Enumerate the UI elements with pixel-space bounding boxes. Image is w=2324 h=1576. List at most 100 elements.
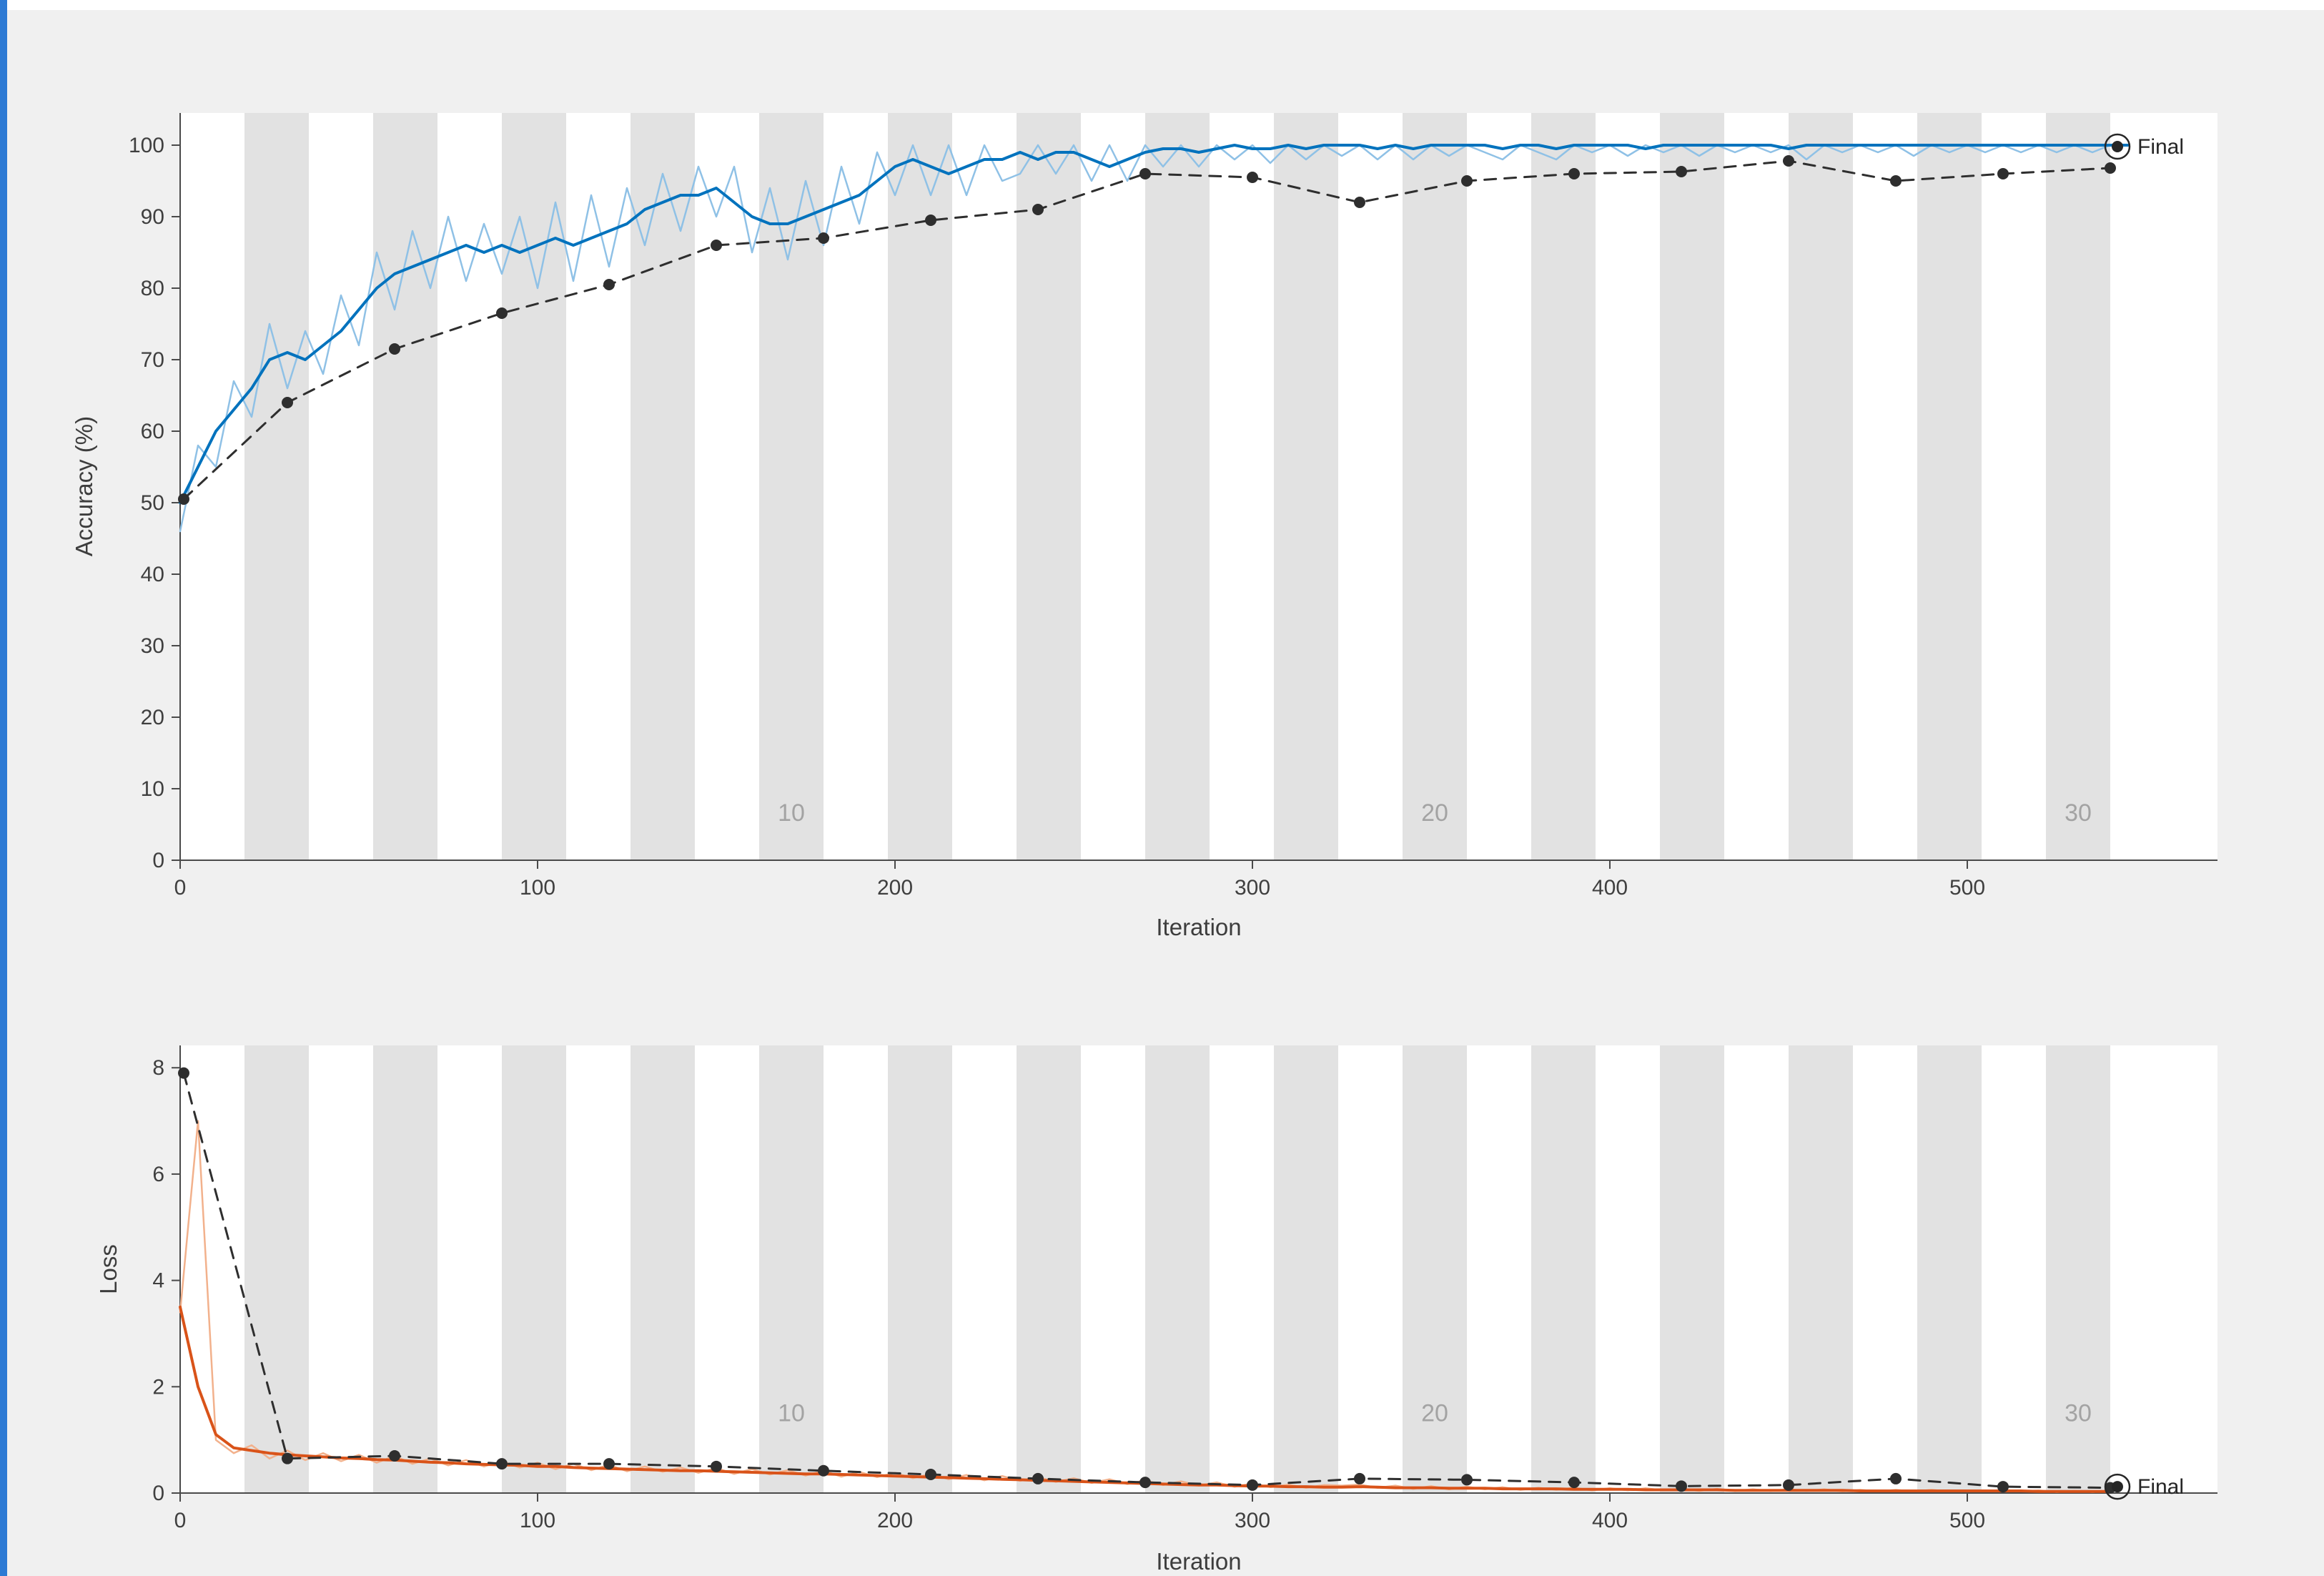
validation-marker	[1354, 1472, 1365, 1484]
epoch-band	[1789, 113, 1853, 860]
validation-marker	[389, 343, 400, 355]
epoch-label: 10	[778, 1400, 805, 1427]
epoch-band	[1917, 113, 1982, 860]
epoch-band	[502, 1045, 566, 1493]
y-tick-label: 2	[152, 1375, 164, 1399]
epoch-band	[2046, 1045, 2110, 1493]
validation-marker	[1997, 1481, 2009, 1493]
epoch-band	[1145, 1045, 1210, 1493]
validation-marker	[178, 493, 189, 505]
validation-marker	[1461, 175, 1473, 187]
epoch-band	[2046, 113, 2110, 860]
window-left-border	[0, 0, 7, 1576]
epoch-label: 30	[2065, 799, 2092, 827]
x-tick-label: 0	[174, 876, 187, 900]
epoch-band	[1531, 113, 1596, 860]
validation-marker	[2105, 162, 2116, 174]
epoch-band	[1917, 1045, 1982, 1493]
x-tick-label: 400	[1592, 876, 1628, 900]
epoch-band	[373, 113, 437, 860]
final-label: Final	[2137, 135, 2184, 159]
x-tick-label: 500	[1949, 876, 1985, 900]
validation-marker	[1032, 204, 1044, 215]
epoch-band	[1403, 1045, 1467, 1493]
validation-marker	[1354, 197, 1365, 208]
validation-marker	[925, 1468, 936, 1480]
y-tick-label: 100	[129, 134, 164, 157]
final-marker-ring	[2104, 1473, 2131, 1500]
validation-marker	[496, 307, 508, 319]
x-tick-label: 200	[877, 876, 913, 900]
validation-marker	[1247, 172, 1258, 183]
epoch-band	[1274, 1045, 1338, 1493]
x-tick-label: 100	[520, 1509, 555, 1532]
epoch-band	[1017, 113, 1081, 860]
final-marker-ring	[2104, 133, 2131, 160]
epoch-band	[759, 1045, 824, 1493]
epoch-band	[1660, 113, 1724, 860]
y-tick-label: 4	[152, 1269, 164, 1293]
validation-marker	[1676, 1480, 1687, 1492]
x-tick-label: 300	[1235, 876, 1270, 900]
epoch-band	[1017, 1045, 1081, 1493]
window-top-margin	[0, 0, 2324, 10]
y-tick-label: 70	[141, 348, 164, 372]
validation-marker	[818, 1464, 829, 1477]
training-accuracy-raw-line	[179, 144, 2112, 533]
validation-marker	[1783, 155, 1794, 167]
y-tick-label: 8	[152, 1056, 164, 1080]
validation-marker	[389, 1449, 400, 1462]
y-tick-label: 40	[141, 563, 164, 586]
loss-x-axis-label: Iteration	[1156, 1548, 1242, 1575]
epoch-label: 20	[1421, 1400, 1448, 1427]
epoch-band	[888, 1045, 952, 1493]
validation-marker	[1676, 166, 1687, 177]
y-tick-label: 30	[141, 634, 164, 658]
validation-marker	[1461, 1474, 1473, 1486]
validation-marker	[711, 1460, 722, 1472]
epoch-band	[1145, 113, 1210, 860]
validation-marker	[1568, 1477, 1580, 1489]
y-tick-label: 50	[141, 491, 164, 515]
epoch-label: 30	[2065, 1400, 2092, 1427]
y-tick-label: 6	[152, 1163, 164, 1186]
training-accuracy-smoothed-line	[179, 144, 2130, 504]
epoch-label: 10	[778, 799, 805, 827]
validation-marker	[1247, 1479, 1258, 1491]
validation-marker	[711, 240, 722, 251]
x-tick-label: 100	[520, 876, 555, 900]
validation-marker	[1997, 168, 2009, 179]
validation-marker	[1890, 1472, 1902, 1484]
validation-marker	[1783, 1479, 1794, 1491]
epoch-label: 20	[1421, 799, 1448, 827]
epoch-band	[631, 1045, 695, 1493]
validation-marker	[603, 1458, 615, 1470]
validation-marker	[178, 1067, 189, 1079]
validation-marker	[1890, 175, 1902, 187]
y-tick-label: 90	[141, 205, 164, 229]
y-tick-label: 10	[141, 777, 164, 801]
epoch-band	[373, 1045, 437, 1493]
epoch-band	[244, 1045, 309, 1493]
x-tick-label: 200	[877, 1509, 913, 1532]
x-tick-label: 300	[1235, 1509, 1270, 1532]
validation-marker	[1568, 168, 1580, 179]
validation-marker	[603, 279, 615, 290]
accuracy-y-axis-label: Accuracy (%)	[71, 415, 97, 557]
validation-marker	[496, 1458, 508, 1470]
x-tick-label: 400	[1592, 1509, 1628, 1532]
epoch-band	[1789, 1045, 1853, 1493]
validation-marker	[1032, 1472, 1044, 1484]
x-tick-label: 0	[174, 1509, 187, 1532]
validation-marker	[1139, 1477, 1151, 1489]
final-marker-dot	[2112, 1481, 2123, 1493]
validation-marker	[818, 232, 829, 244]
x-tick-label: 500	[1949, 1509, 1985, 1532]
epoch-band	[1531, 1045, 1596, 1493]
final-label: Final	[2137, 1475, 2184, 1499]
epoch-band	[502, 113, 566, 860]
validation-marker	[925, 215, 936, 226]
epoch-band	[1660, 1045, 1724, 1493]
